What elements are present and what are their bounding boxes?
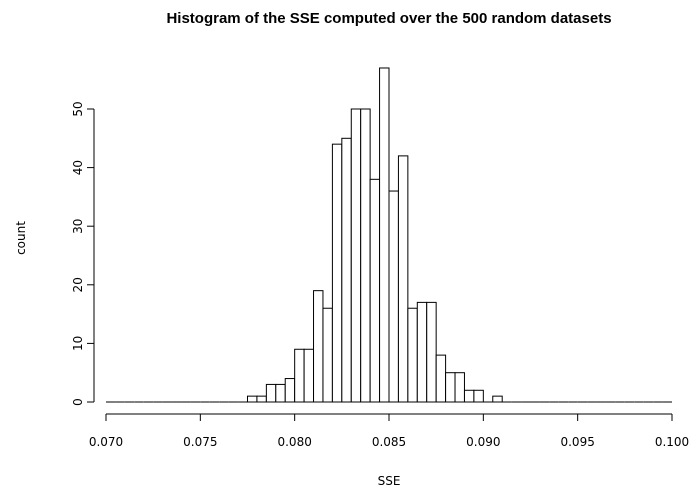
x-tick-label: 0.090 [466, 435, 500, 449]
x-axis-label: SSE [378, 474, 401, 488]
histogram-bar [360, 108, 371, 403]
histogram-bar [435, 354, 447, 403]
histogram-bar [256, 395, 267, 403]
histogram-bar [275, 383, 286, 403]
histogram-bar [397, 155, 409, 403]
y-tick-label: 0 [71, 398, 85, 406]
x-tick-label: 0.095 [560, 435, 594, 449]
histogram-bar [313, 290, 324, 403]
x-tick-label: 0.100 [655, 435, 689, 449]
y-tick-label: 20 [71, 277, 85, 292]
bars-group [106, 67, 672, 403]
histogram-bar [331, 143, 343, 403]
histogram-bar [426, 301, 437, 403]
y-axis-label: count [14, 221, 28, 255]
histogram-bar [463, 389, 475, 403]
histogram-bar [407, 307, 418, 403]
x-axis: 0.070 0.075 0.080 0.085 0.090 0.095 0.100 [89, 413, 689, 449]
y-tick-label: 10 [71, 336, 85, 351]
histogram-bar [388, 190, 399, 403]
histogram-bar [492, 395, 503, 403]
histogram-bar [379, 67, 390, 403]
x-tick-label: 0.080 [277, 435, 311, 449]
y-tick-label: 30 [71, 219, 85, 234]
x-tick-label: 0.075 [183, 435, 217, 449]
histogram-bar [303, 348, 315, 403]
histogram-bar [350, 108, 362, 403]
y-tick-label: 40 [71, 160, 85, 175]
histogram-bar [322, 307, 333, 403]
histogram-bar [454, 372, 465, 403]
histogram-bar [265, 383, 277, 403]
histogram-bar [416, 301, 428, 403]
y-tick-label: 50 [71, 101, 85, 116]
histogram-bar [369, 178, 381, 403]
histogram-bar [284, 378, 296, 403]
chart-title: Histogram of the SSE computed over the 5… [166, 10, 611, 27]
histogram-bar [473, 389, 484, 403]
y-axis: 0 10 20 30 40 50 [71, 101, 95, 406]
histogram-bar [294, 348, 305, 403]
x-tick-label: 0.070 [89, 435, 123, 449]
histogram-bar [445, 372, 456, 403]
histogram-bar [247, 395, 258, 403]
histogram-bar [341, 137, 352, 403]
x-tick-label: 0.085 [372, 435, 406, 449]
